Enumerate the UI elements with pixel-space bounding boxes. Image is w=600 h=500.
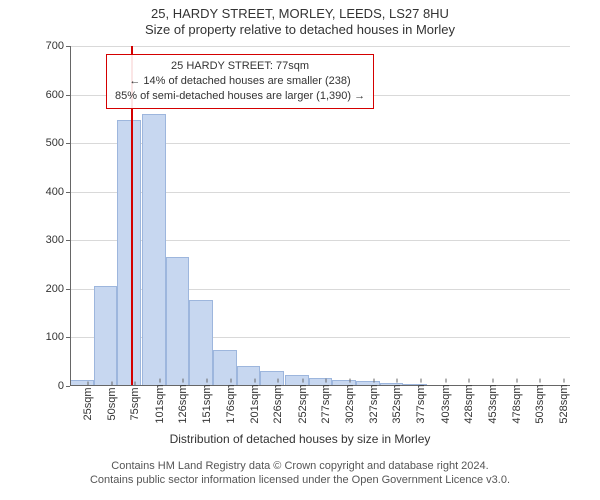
x-tick: 25sqm xyxy=(82,387,94,420)
x-tick: 352sqm xyxy=(391,384,403,423)
y-tick: 700 xyxy=(46,40,70,52)
x-tick: 277sqm xyxy=(320,384,332,423)
x-tick: 176sqm xyxy=(225,384,237,423)
x-tick: 428sqm xyxy=(463,384,475,423)
x-tick: 403sqm xyxy=(440,384,452,423)
x-tick: 528sqm xyxy=(558,384,570,423)
annotation-box: 25 HARDY STREET: 77sqm← 14% of detached … xyxy=(106,54,374,109)
x-tick: 50sqm xyxy=(106,387,118,420)
y-tick: 0 xyxy=(58,380,70,392)
chart-title-main: 25, HARDY STREET, MORLEY, LEEDS, LS27 8H… xyxy=(0,6,600,21)
footnote-line1: Contains HM Land Registry data © Crown c… xyxy=(111,460,488,472)
y-tick: 200 xyxy=(46,283,70,295)
x-axis-label: Distribution of detached houses by size … xyxy=(0,432,600,446)
x-tick: 302sqm xyxy=(344,384,356,423)
y-tick: 600 xyxy=(46,89,70,101)
x-tick: 226sqm xyxy=(272,384,284,423)
footnote-line2: Contains public sector information licen… xyxy=(90,474,510,486)
y-tick: 400 xyxy=(46,186,70,198)
y-tick: 100 xyxy=(46,331,70,343)
x-tick: 126sqm xyxy=(177,384,189,423)
annotation-line: 85% of semi-detached houses are larger (… xyxy=(115,89,365,104)
plot-area: 0100200300400500600700 25sqm50sqm75sqm10… xyxy=(70,46,570,386)
x-tick: 101sqm xyxy=(154,384,166,423)
x-tick: 453sqm xyxy=(487,384,499,423)
x-tick: 151sqm xyxy=(201,384,213,423)
x-tick: 327sqm xyxy=(368,384,380,423)
x-tick: 478sqm xyxy=(511,384,523,423)
x-tick: 75sqm xyxy=(129,387,141,420)
y-tick: 500 xyxy=(46,137,70,149)
annotation-line: ← 14% of detached houses are smaller (23… xyxy=(115,74,365,89)
footnote: Contains HM Land Registry data © Crown c… xyxy=(0,460,600,488)
x-tick: 201sqm xyxy=(249,384,261,423)
x-tick: 377sqm xyxy=(415,384,427,423)
annotation-line: 25 HARDY STREET: 77sqm xyxy=(115,59,365,74)
chart-container: 25, HARDY STREET, MORLEY, LEEDS, LS27 8H… xyxy=(0,0,600,500)
y-tick: 300 xyxy=(46,234,70,246)
chart-title-sub: Size of property relative to detached ho… xyxy=(0,22,600,37)
x-tick: 503sqm xyxy=(534,384,546,423)
x-tick: 252sqm xyxy=(297,384,309,423)
